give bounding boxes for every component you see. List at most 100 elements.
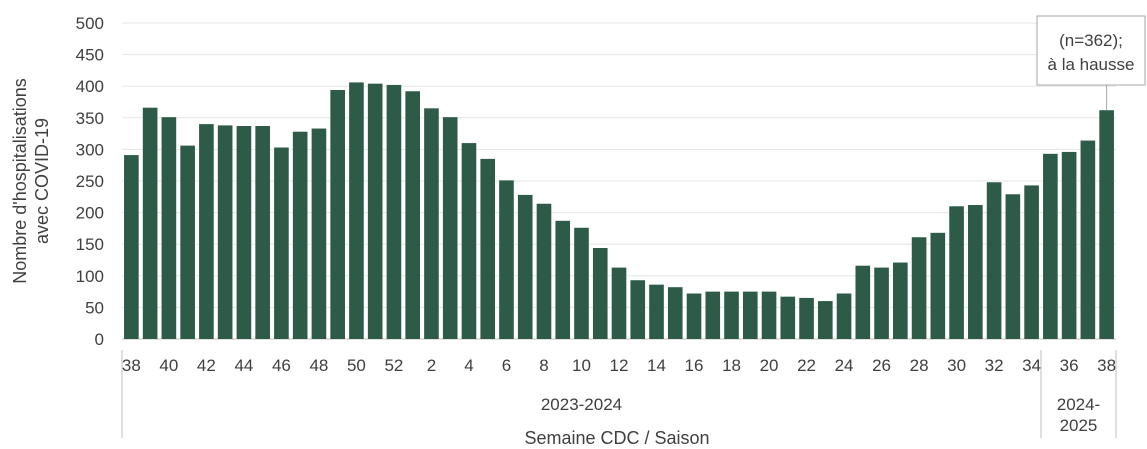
bar: [255, 126, 270, 340]
y-tick-label: 0: [95, 330, 104, 349]
bar: [611, 267, 627, 339]
x-axis-ticks: 38 40 42 44 46 48 50 52 2 4 6 8 10 12 14 16 18 20 22 24 26 28…: [122, 356, 1116, 375]
y-tick-label: 150: [76, 235, 104, 254]
y-tick-label: 250: [76, 172, 104, 191]
x-tick-label: 30: [947, 356, 966, 375]
bar: [142, 107, 158, 339]
bar: [386, 84, 402, 339]
y-tick-label: 500: [76, 14, 104, 33]
bar: [968, 205, 983, 339]
bar: [949, 206, 964, 339]
x-tick-label: 2: [427, 356, 436, 375]
x-tick-label: 22: [797, 356, 816, 375]
x-tick-label: 12: [610, 356, 629, 375]
x-tick-label: 18: [722, 356, 741, 375]
bar: [780, 296, 796, 339]
bar: [349, 82, 364, 340]
bar: [761, 291, 777, 339]
bar: [855, 265, 871, 339]
x-tick-label: 32: [985, 356, 1004, 375]
bar: [292, 131, 308, 339]
y-tick-label: 100: [76, 267, 104, 286]
y-tick-label: 300: [76, 140, 104, 159]
bar: [199, 124, 214, 340]
x-tick-label: 24: [835, 356, 854, 375]
bar: [1024, 185, 1039, 339]
bar: [893, 262, 908, 339]
x-tick-label: 42: [197, 356, 216, 375]
y-tick-label: 450: [76, 46, 104, 65]
bar: [180, 145, 195, 339]
bar: [536, 203, 552, 339]
bar: [274, 147, 289, 339]
bar: [592, 247, 608, 339]
y-axis-ticks: 0 50 100 150 200 250 300 350 400 450 500: [76, 14, 104, 349]
x-axis-title: Semaine CDC / Saison: [524, 428, 709, 448]
x-tick-label: 38: [1097, 356, 1116, 375]
bar: [461, 143, 477, 339]
bar: [424, 108, 439, 339]
annotation-callout: (n=362); à la hausse: [1036, 15, 1146, 111]
bar: [124, 155, 139, 339]
x-tick-label: 48: [309, 356, 328, 375]
bar: [311, 128, 327, 339]
bar: [836, 293, 852, 339]
bar: [367, 83, 383, 339]
bar: [555, 220, 571, 339]
x-tick-label: 40: [159, 356, 178, 375]
bar: [817, 301, 833, 339]
x-tick-label: 50: [347, 356, 366, 375]
bar: [480, 158, 496, 339]
x-tick-label: 52: [384, 356, 403, 375]
bar: [1080, 140, 1096, 339]
x-tick-label: 28: [910, 356, 929, 375]
bar: [874, 267, 889, 339]
bar: [986, 182, 1002, 339]
y-tick-label: 50: [85, 298, 104, 317]
x-tick-label: 6: [502, 356, 511, 375]
x-tick-label: 26: [872, 356, 891, 375]
callout-box: [1036, 15, 1146, 86]
bar: [1099, 110, 1114, 339]
y-axis-title-line: avec COVID-19: [32, 118, 52, 244]
y-axis-title: Nombre d'hospitalisations avec COVID-19: [10, 78, 52, 284]
x-tick-label: 44: [234, 356, 253, 375]
x-tick-label: 4: [464, 356, 473, 375]
x-tick-label: 38: [122, 356, 141, 375]
bar: [405, 91, 421, 339]
bar: [667, 287, 683, 339]
bar: [442, 117, 458, 339]
bar: [930, 232, 946, 339]
x-tick-label: 20: [760, 356, 779, 375]
season-label: 2025: [1060, 416, 1098, 435]
bar: [217, 125, 233, 339]
bar: [330, 89, 345, 339]
y-tick-label: 400: [76, 77, 104, 96]
x-tick-label: 36: [1060, 356, 1079, 375]
bar: [517, 194, 533, 339]
y-tick-label: 200: [76, 204, 104, 223]
x-tick-label: 34: [1022, 356, 1041, 375]
x-tick-label: 10: [572, 356, 591, 375]
bar: [1061, 151, 1077, 339]
bar: [649, 284, 664, 339]
bar: [1043, 153, 1058, 339]
bar: [724, 291, 739, 339]
bar: [1005, 194, 1021, 339]
bar: [686, 293, 702, 339]
callout-text: à la hausse: [1048, 55, 1135, 74]
bar: [499, 180, 514, 339]
season-label: 2024-: [1057, 395, 1100, 414]
bar: [799, 297, 814, 339]
bar: [742, 291, 758, 339]
bars: [124, 82, 1114, 340]
y-axis-title-line: Nombre d'hospitalisations: [10, 78, 30, 284]
season-groups: 2023-2024 2024- 2025: [121, 350, 1117, 438]
bar: [574, 227, 589, 339]
x-tick-label: 46: [272, 356, 291, 375]
bar: [161, 117, 177, 339]
season-label: 2023-2024: [541, 395, 622, 414]
x-tick-label: 14: [647, 356, 666, 375]
bar: [705, 291, 721, 339]
